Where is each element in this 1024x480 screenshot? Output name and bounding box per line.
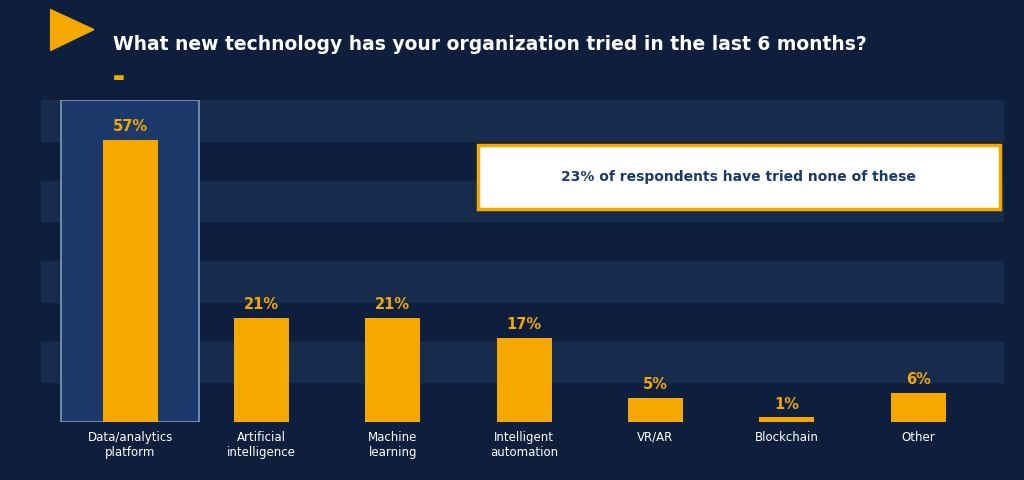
Bar [628, 397, 683, 422]
Bar [41, 181, 1004, 221]
Text: 6%: 6% [905, 372, 931, 387]
Bar [41, 100, 1004, 141]
Bar [41, 262, 1004, 301]
Text: What new technology has your organization tried in the last 6 months?: What new technology has your organizatio… [113, 35, 867, 54]
Bar [366, 318, 421, 422]
Bar [497, 338, 552, 422]
Bar [41, 342, 1004, 382]
Bar [234, 318, 289, 422]
Text: 57%: 57% [113, 119, 147, 134]
Text: 17%: 17% [507, 317, 542, 332]
Text: ▬: ▬ [113, 71, 125, 84]
Polygon shape [50, 10, 94, 50]
Bar [891, 393, 946, 422]
Bar [102, 140, 158, 422]
FancyBboxPatch shape [61, 100, 200, 422]
Text: 21%: 21% [376, 298, 411, 312]
Bar [759, 418, 814, 422]
Text: 23% of respondents have tried none of these: 23% of respondents have tried none of th… [561, 170, 916, 184]
Text: 21%: 21% [244, 298, 280, 312]
Text: 1%: 1% [774, 396, 800, 411]
FancyBboxPatch shape [478, 145, 999, 209]
Text: 5%: 5% [643, 377, 668, 392]
